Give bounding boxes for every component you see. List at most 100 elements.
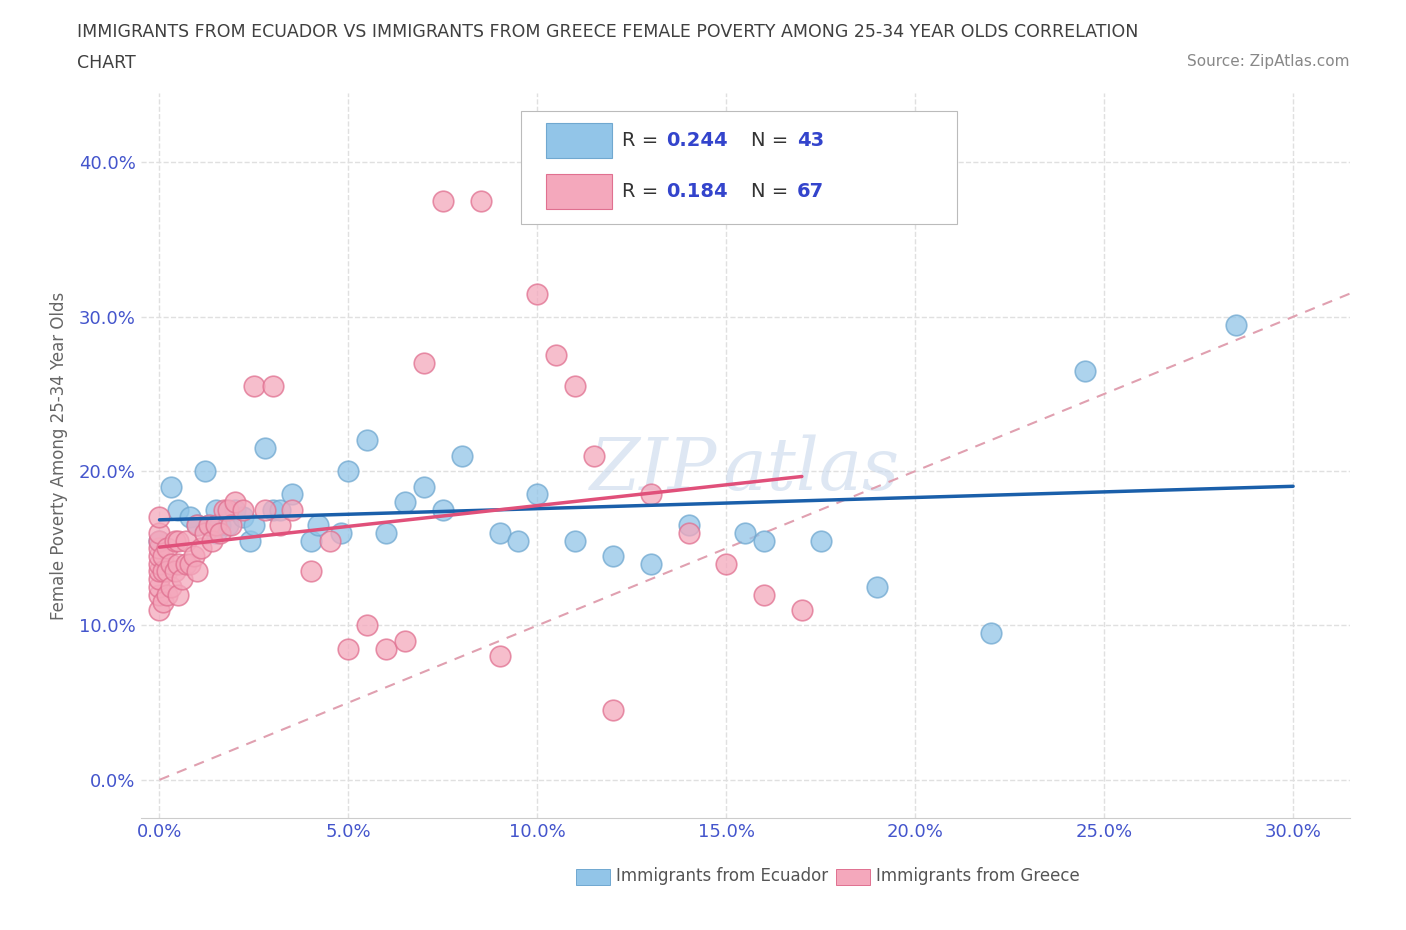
Point — [678, 518, 700, 533]
Point — [224, 495, 246, 510]
Point — [156, 541, 179, 556]
Point — [394, 495, 416, 510]
Text: 67: 67 — [797, 182, 824, 201]
Text: Immigrants from Greece: Immigrants from Greece — [876, 868, 1080, 885]
Point — [299, 564, 322, 578]
Point — [190, 541, 212, 556]
Point — [148, 587, 170, 602]
Point — [413, 479, 436, 494]
Point — [201, 533, 224, 548]
Point — [602, 549, 624, 564]
Point — [217, 502, 239, 517]
Text: R =: R = — [621, 131, 665, 151]
Point — [156, 587, 179, 602]
Point — [526, 486, 548, 501]
Point — [413, 355, 436, 370]
Point — [307, 518, 329, 533]
Point — [160, 556, 183, 571]
Point — [205, 525, 228, 540]
Point — [602, 703, 624, 718]
Point — [224, 502, 246, 517]
Point — [172, 572, 194, 587]
Point — [212, 502, 235, 517]
Point — [640, 486, 662, 501]
Point — [356, 618, 378, 633]
Point — [163, 564, 186, 578]
Point — [375, 641, 398, 656]
Text: N =: N = — [751, 182, 794, 201]
FancyBboxPatch shape — [576, 870, 610, 885]
Point — [243, 518, 266, 533]
Point — [148, 579, 170, 594]
Point — [148, 533, 170, 548]
Point — [716, 556, 738, 571]
FancyBboxPatch shape — [835, 870, 870, 885]
Point — [152, 564, 174, 578]
Text: 43: 43 — [797, 131, 824, 151]
Point — [337, 464, 360, 479]
Text: Source: ZipAtlas.com: Source: ZipAtlas.com — [1187, 54, 1350, 69]
Point — [186, 518, 208, 533]
Point — [790, 603, 813, 618]
Point — [148, 556, 170, 571]
Point — [254, 441, 277, 456]
Point — [752, 587, 775, 602]
Point — [329, 525, 352, 540]
Point — [205, 502, 228, 517]
Point — [179, 556, 201, 571]
Point — [734, 525, 756, 540]
Point — [183, 549, 205, 564]
Point — [160, 479, 183, 494]
Point — [564, 379, 586, 393]
Point — [318, 533, 340, 548]
Text: CHART: CHART — [77, 54, 136, 72]
Text: IMMIGRANTS FROM ECUADOR VS IMMIGRANTS FROM GREECE FEMALE POVERTY AMONG 25-34 YEA: IMMIGRANTS FROM ECUADOR VS IMMIGRANTS FR… — [77, 23, 1139, 41]
Point — [356, 432, 378, 447]
Point — [152, 549, 174, 564]
Point — [394, 633, 416, 648]
Point — [752, 533, 775, 548]
FancyBboxPatch shape — [546, 174, 612, 209]
Point — [160, 579, 183, 594]
Point — [148, 564, 170, 578]
Point — [167, 533, 190, 548]
Point — [194, 525, 217, 540]
Point — [148, 549, 170, 564]
Point — [205, 518, 228, 533]
Point — [194, 464, 217, 479]
Point — [239, 533, 262, 548]
Point — [470, 193, 492, 208]
Point — [148, 510, 170, 525]
Point — [337, 641, 360, 656]
Point — [450, 448, 472, 463]
Point — [810, 533, 832, 548]
Point — [299, 533, 322, 548]
Point — [148, 533, 170, 548]
Point — [269, 502, 291, 517]
Y-axis label: Female Poverty Among 25-34 Year Olds: Female Poverty Among 25-34 Year Olds — [49, 292, 67, 619]
Point — [232, 502, 254, 517]
Point — [167, 587, 190, 602]
Point — [432, 502, 454, 517]
Point — [281, 502, 304, 517]
Point — [526, 286, 548, 301]
Point — [156, 564, 179, 578]
Point — [1074, 364, 1097, 379]
Point — [1225, 317, 1247, 332]
Point — [167, 502, 190, 517]
Point — [208, 525, 231, 540]
Text: Immigrants from Ecuador: Immigrants from Ecuador — [616, 868, 828, 885]
Text: R =: R = — [621, 182, 665, 201]
FancyBboxPatch shape — [522, 112, 957, 223]
Point — [583, 448, 606, 463]
Point — [281, 486, 304, 501]
Text: 0.244: 0.244 — [666, 131, 728, 151]
Point — [262, 502, 284, 517]
Point — [179, 510, 201, 525]
Point — [262, 379, 284, 393]
Text: N =: N = — [751, 131, 794, 151]
Point — [488, 649, 510, 664]
Point — [174, 533, 197, 548]
Point — [186, 518, 208, 533]
Point — [640, 556, 662, 571]
